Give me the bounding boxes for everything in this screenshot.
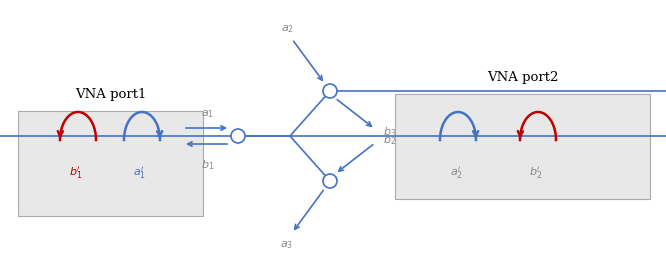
Text: $a_2'$: $a_2'$ [450,165,462,181]
Text: $a_2$: $a_2$ [280,23,294,35]
Text: $b_3$: $b_3$ [383,125,396,139]
Text: VNA port1: VNA port1 [75,88,147,101]
FancyBboxPatch shape [18,111,203,216]
Text: $a_3$: $a_3$ [280,239,294,251]
FancyBboxPatch shape [395,94,650,199]
Circle shape [323,84,337,98]
Text: $a_1$: $a_1$ [202,108,214,120]
Text: $a_1'$: $a_1'$ [133,165,147,181]
Text: VNA port2: VNA port2 [487,71,558,84]
Text: $b_2$: $b_2$ [383,133,396,147]
Circle shape [323,174,337,188]
Text: $b_2'$: $b_2'$ [529,165,543,181]
Text: $b_1'$: $b_1'$ [69,165,83,181]
Circle shape [231,129,245,143]
Text: $b_1$: $b_1$ [201,158,214,172]
